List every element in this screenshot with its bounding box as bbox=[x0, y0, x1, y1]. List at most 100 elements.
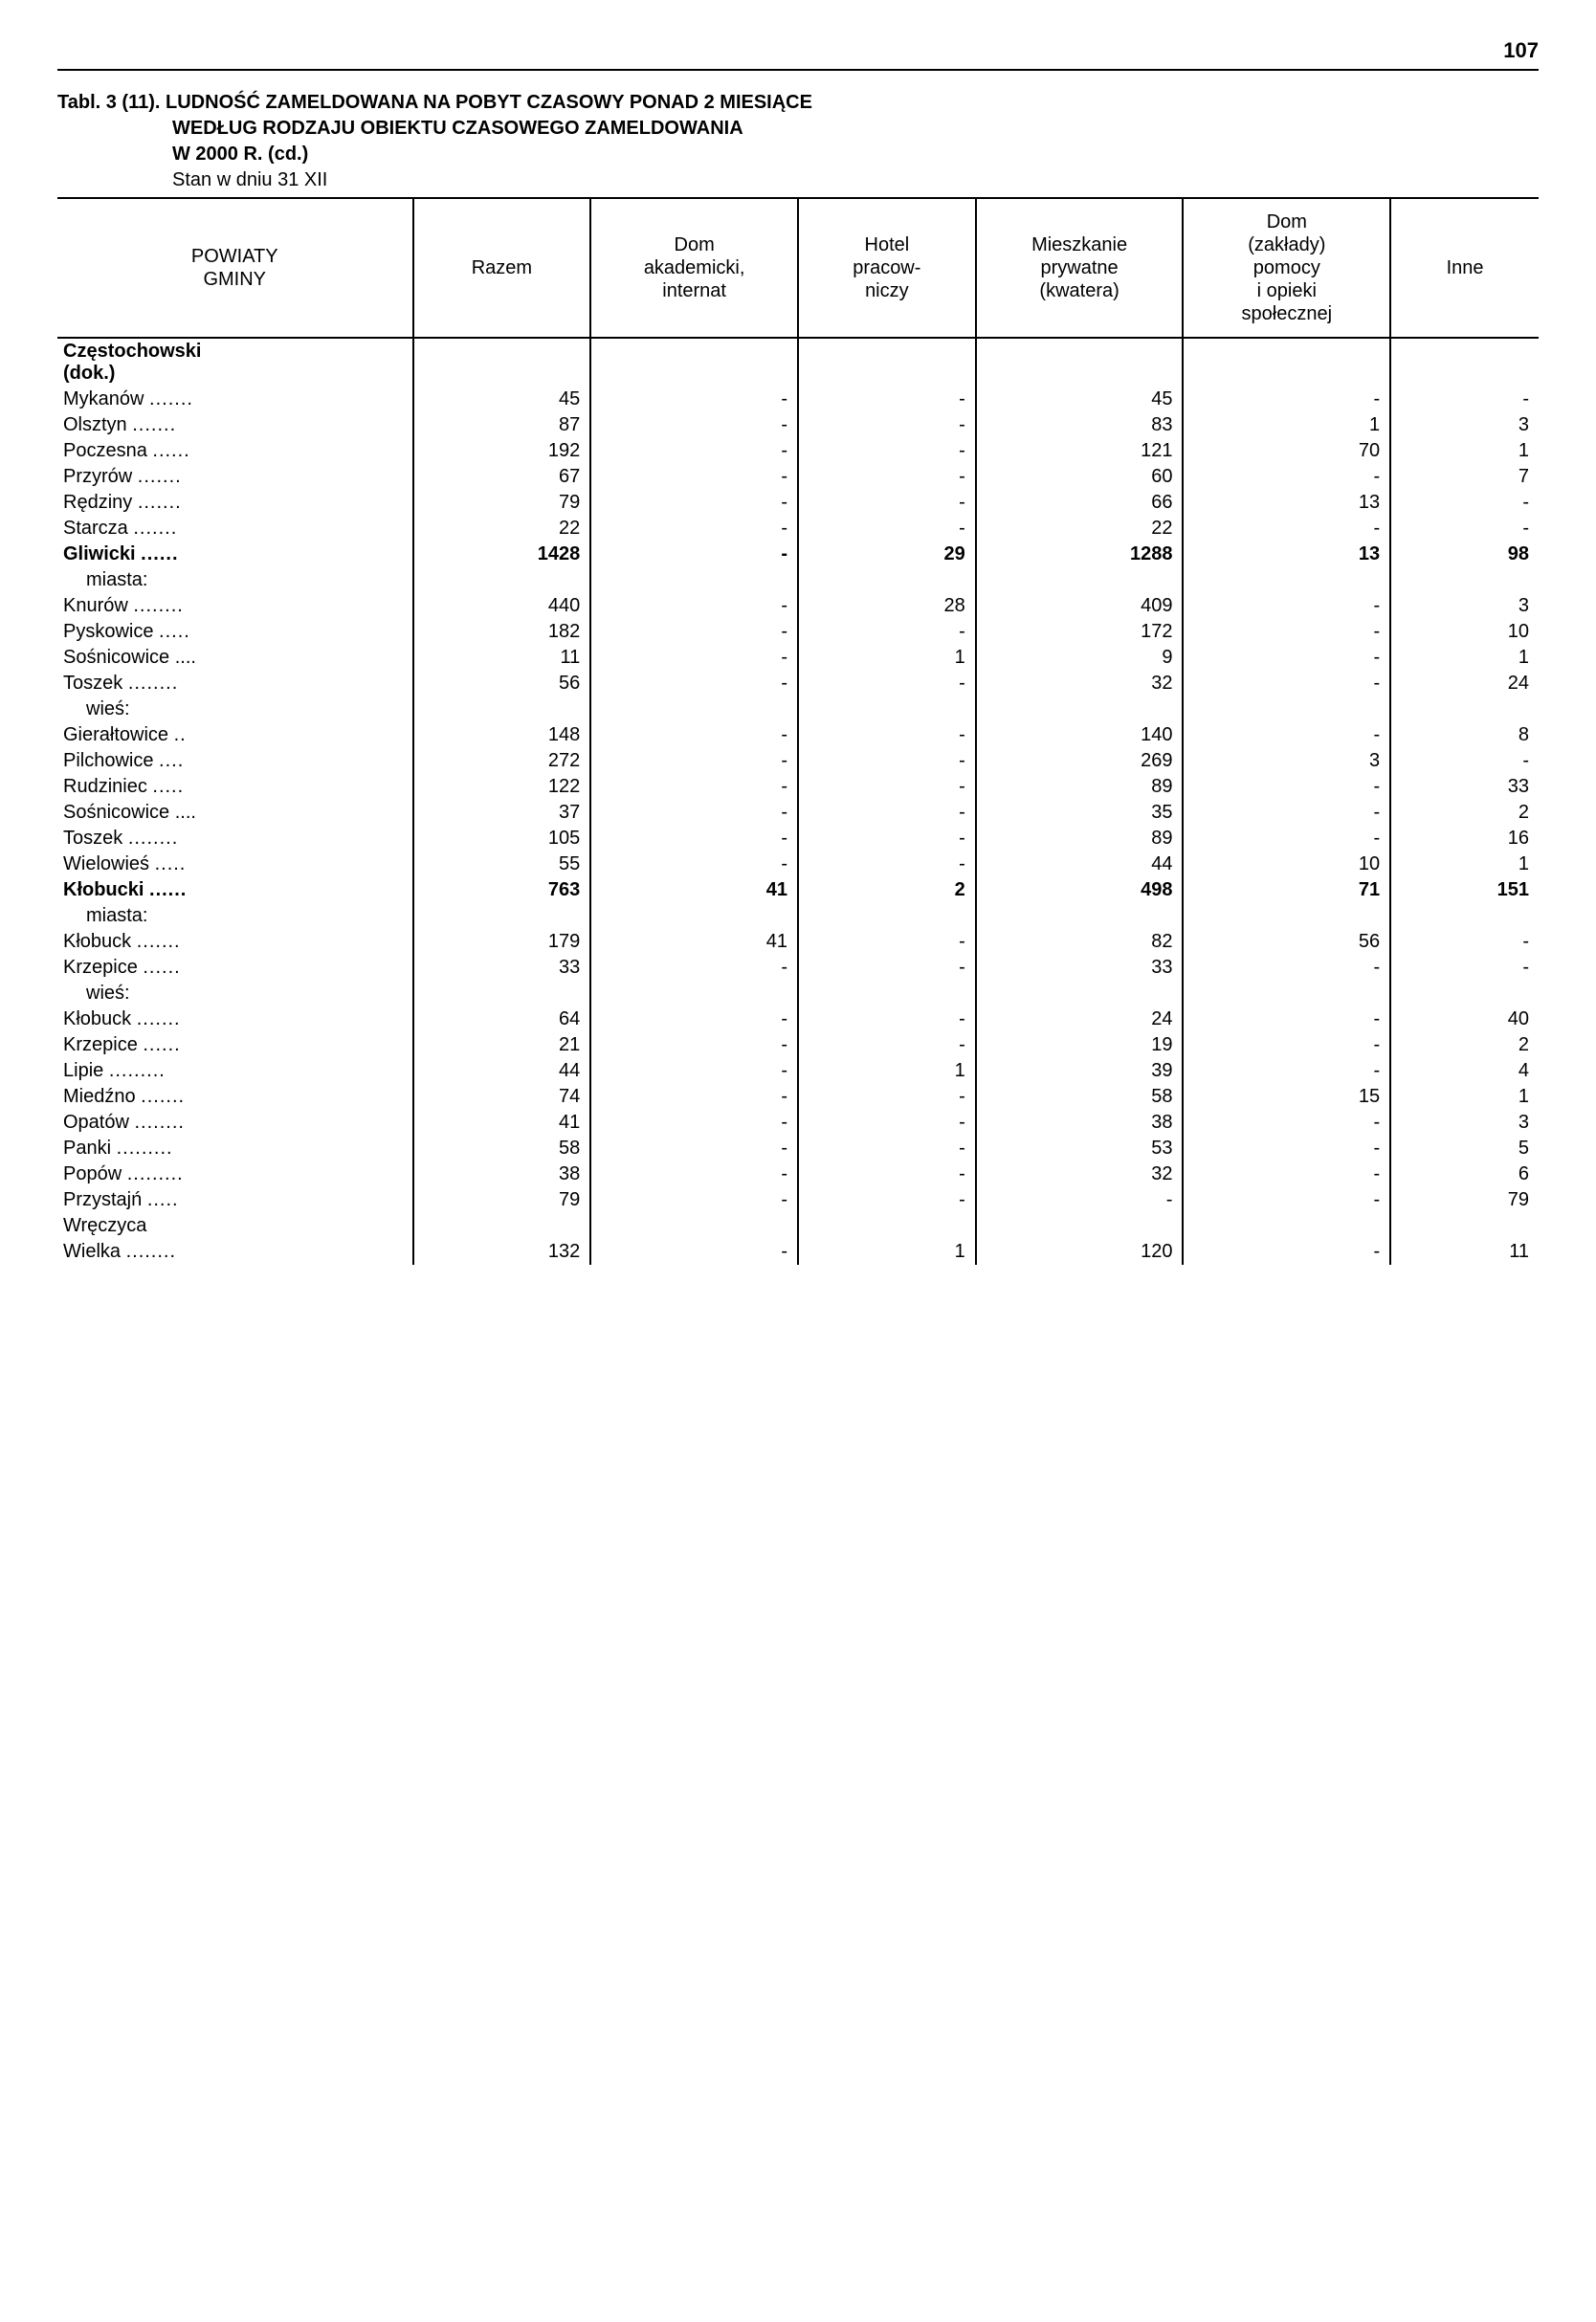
cell: 5 bbox=[1390, 1136, 1539, 1161]
cell: 121 bbox=[976, 438, 1184, 464]
cell: 74 bbox=[413, 1084, 591, 1110]
cell bbox=[1390, 903, 1539, 929]
cell: - bbox=[590, 1110, 798, 1136]
cell bbox=[1183, 981, 1390, 1006]
cell: - bbox=[798, 1187, 976, 1213]
table-row: Rudziniec .....122--89-33 bbox=[57, 774, 1539, 800]
cell: 269 bbox=[976, 748, 1184, 774]
cell: - bbox=[798, 387, 976, 412]
cell: - bbox=[798, 619, 976, 645]
row-label: Sośnicowice .... bbox=[57, 645, 413, 671]
cell: - bbox=[590, 1006, 798, 1032]
cell: 3 bbox=[1390, 1110, 1539, 1136]
cell: 53 bbox=[976, 1136, 1184, 1161]
cell: - bbox=[1390, 955, 1539, 981]
col-header-gminy: POWIATYGMINY bbox=[57, 198, 413, 338]
page-number: 107 bbox=[57, 38, 1539, 71]
cell: - bbox=[976, 1187, 1184, 1213]
cell bbox=[413, 567, 591, 593]
cell: - bbox=[590, 1032, 798, 1058]
cell: 4 bbox=[1390, 1058, 1539, 1084]
cell: - bbox=[590, 438, 798, 464]
row-label: miasta: bbox=[57, 567, 413, 593]
table-row: miasta: bbox=[57, 567, 1539, 593]
table-row: Toszek ........105--89-16 bbox=[57, 826, 1539, 851]
table-row: Poczesna ......192--121701 bbox=[57, 438, 1539, 464]
cell: - bbox=[1390, 490, 1539, 516]
cell: 38 bbox=[976, 1110, 1184, 1136]
cell: 45 bbox=[413, 387, 591, 412]
table-row: miasta: bbox=[57, 903, 1539, 929]
table-row: Krzepice ......33--33-- bbox=[57, 955, 1539, 981]
cell: 89 bbox=[976, 826, 1184, 851]
cell: - bbox=[1183, 387, 1390, 412]
table-row: Rędziny .......79--6613- bbox=[57, 490, 1539, 516]
table-row: Kłobuck .......64--24-40 bbox=[57, 1006, 1539, 1032]
cell: 83 bbox=[976, 412, 1184, 438]
table-row: Wielka ........132-1120-11 bbox=[57, 1239, 1539, 1265]
cell: 28 bbox=[798, 593, 976, 619]
cell: 1 bbox=[798, 645, 976, 671]
row-label: Gliwicki ...... bbox=[57, 542, 413, 567]
cell: - bbox=[1183, 645, 1390, 671]
cell: 70 bbox=[1183, 438, 1390, 464]
cell: - bbox=[590, 1161, 798, 1187]
cell: 3 bbox=[1183, 748, 1390, 774]
cell bbox=[1183, 697, 1390, 722]
row-label: Kłobucki ...... bbox=[57, 877, 413, 903]
cell: - bbox=[798, 774, 976, 800]
cell bbox=[413, 1213, 591, 1239]
cell: - bbox=[590, 722, 798, 748]
cell: 2 bbox=[798, 877, 976, 903]
row-label: miasta: bbox=[57, 903, 413, 929]
cell: 66 bbox=[976, 490, 1184, 516]
row-label: Częstochowski(dok.) bbox=[57, 338, 413, 387]
row-label: Krzepice ...... bbox=[57, 955, 413, 981]
table-row: Panki .........58--53-5 bbox=[57, 1136, 1539, 1161]
cell: - bbox=[1183, 1110, 1390, 1136]
table-row: Miedźno .......74--58151 bbox=[57, 1084, 1539, 1110]
cell bbox=[976, 981, 1184, 1006]
cell: 13 bbox=[1183, 490, 1390, 516]
col-header-mieszkanie: Mieszkanieprywatne(kwatera) bbox=[976, 198, 1184, 338]
cell: 29 bbox=[798, 542, 976, 567]
cell bbox=[976, 903, 1184, 929]
cell: 71 bbox=[1183, 877, 1390, 903]
cell: 37 bbox=[413, 800, 591, 826]
table-title: Tabl. 3 (11). LUDNOŚĆ ZAMELDOWANA NA POB… bbox=[57, 90, 1539, 193]
cell: - bbox=[1183, 671, 1390, 697]
title-label: Tabl. 3 (11). bbox=[57, 92, 160, 113]
row-label: wieś: bbox=[57, 981, 413, 1006]
cell: - bbox=[590, 800, 798, 826]
cell: - bbox=[798, 1084, 976, 1110]
cell: - bbox=[798, 464, 976, 490]
cell: - bbox=[1183, 516, 1390, 542]
cell: 60 bbox=[976, 464, 1184, 490]
cell: - bbox=[798, 800, 976, 826]
cell: 8 bbox=[1390, 722, 1539, 748]
cell: 1428 bbox=[413, 542, 591, 567]
cell: - bbox=[590, 464, 798, 490]
cell: 1 bbox=[1390, 851, 1539, 877]
cell: 763 bbox=[413, 877, 591, 903]
cell: 41 bbox=[590, 877, 798, 903]
table-row: Przyrów .......67--60-7 bbox=[57, 464, 1539, 490]
row-label: Pyskowice ..... bbox=[57, 619, 413, 645]
table-row: Lipie .........44-139-4 bbox=[57, 1058, 1539, 1084]
cell: - bbox=[798, 1032, 976, 1058]
cell bbox=[1183, 1213, 1390, 1239]
cell bbox=[1390, 338, 1539, 387]
cell: 2 bbox=[1390, 800, 1539, 826]
cell: 24 bbox=[1390, 671, 1539, 697]
row-label: Panki ......... bbox=[57, 1136, 413, 1161]
cell: - bbox=[590, 671, 798, 697]
cell: 11 bbox=[1390, 1239, 1539, 1265]
cell: - bbox=[798, 516, 976, 542]
table-row: Toszek ........56--32-24 bbox=[57, 671, 1539, 697]
cell: - bbox=[590, 851, 798, 877]
cell: 56 bbox=[413, 671, 591, 697]
table-row: Gierałtowice ..148--140-8 bbox=[57, 722, 1539, 748]
cell bbox=[798, 567, 976, 593]
cell: 22 bbox=[413, 516, 591, 542]
cell bbox=[798, 697, 976, 722]
